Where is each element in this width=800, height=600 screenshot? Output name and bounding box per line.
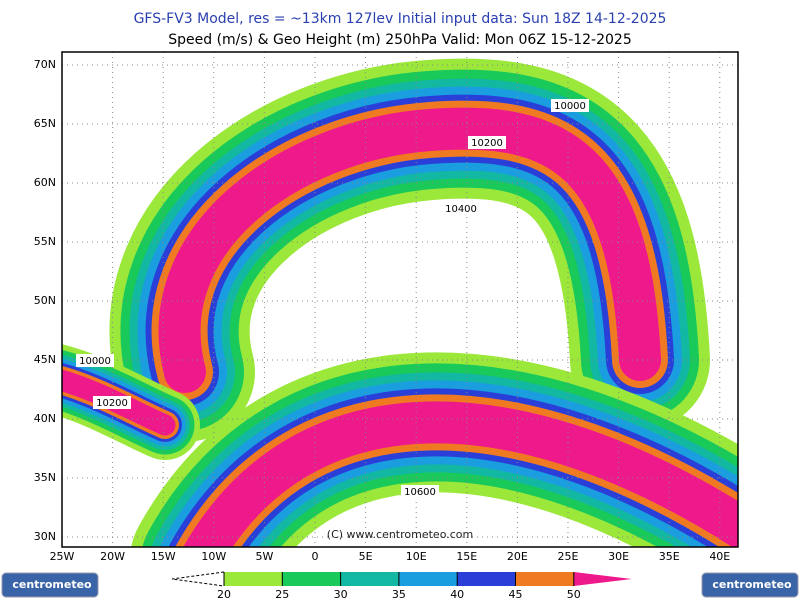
colorbar-segment — [457, 572, 516, 586]
lon-label: 5W — [255, 550, 273, 563]
colorbar-label: 25 — [275, 588, 289, 600]
logo — [701, 572, 799, 598]
lat-label: 45N — [34, 353, 56, 366]
lon-label: 0 — [312, 550, 319, 563]
colorbar: 20 25 30 35 40 45 50 — [171, 571, 632, 600]
label-box — [468, 136, 506, 149]
label-box — [442, 202, 480, 215]
contour-label: 10400 — [445, 204, 477, 215]
lon-label: 25E — [558, 550, 579, 563]
contour-label: 10000 — [554, 101, 586, 112]
contour-label: 10200 — [96, 398, 128, 409]
colorbar-label: 45 — [509, 588, 523, 600]
contour-label: 10200 — [471, 138, 503, 149]
wind-band — [158, 107, 661, 393]
lon-label: 35E — [659, 550, 680, 563]
lat-label: 40N — [34, 412, 56, 425]
lon-label: 20W — [100, 550, 125, 563]
wind-band — [183, 401, 738, 547]
lat-label: 35N — [34, 471, 56, 484]
colorbar-label: 50 — [567, 588, 581, 600]
colorbar-label: 40 — [450, 588, 464, 600]
lat-label: 50N — [34, 294, 56, 307]
lon-label: 40E — [709, 550, 730, 563]
lon-label: 20E — [507, 550, 528, 563]
lat-label: 30N — [34, 530, 56, 543]
lon-label: 5E — [359, 550, 373, 563]
logo — [1, 572, 99, 598]
lat-label: 65N — [34, 117, 56, 130]
lon-label: 15E — [456, 550, 477, 563]
lon-label: 30E — [608, 550, 629, 563]
lon-label: 10E — [406, 550, 427, 563]
colorbar-segment — [515, 572, 574, 586]
lat-label: 60N — [34, 176, 56, 189]
label-box — [76, 354, 114, 367]
title-line1: GFS-FV3 Model, res = ~13km 127lev Initia… — [134, 11, 667, 27]
logo-text: centrometeo — [712, 578, 792, 591]
wind-field — [62, 58, 738, 547]
colorbar-label: 35 — [392, 588, 406, 600]
colorbar-segment — [398, 572, 458, 586]
contour-label: 10600 — [404, 487, 436, 498]
contour-label: 10000 — [79, 356, 111, 367]
colorbar-segment — [340, 572, 399, 586]
colorbar-high — [573, 572, 632, 586]
lat-label: 55N — [34, 235, 56, 248]
colorbar-label: 20 — [217, 588, 231, 600]
logo-text: centrometeo — [12, 578, 92, 591]
lat-label: 70N — [34, 58, 56, 71]
lon-label: 15W — [151, 550, 176, 563]
contour-labels: 10000 10200 10400 10000 10200 10600 — [76, 99, 589, 498]
title-line2: Speed (m/s) & Geo Height (m) 250hPa Vali… — [168, 32, 631, 48]
label-box — [93, 396, 131, 409]
colorbar-label: 30 — [334, 588, 348, 600]
credit: (C) www.centrometeo.com — [327, 528, 473, 541]
colorbar-segment — [282, 572, 341, 586]
map-frame — [61, 51, 739, 548]
colorbar-segment — [224, 572, 283, 586]
label-box — [401, 485, 439, 498]
lon-label: 10W — [201, 550, 226, 563]
colorbar-low — [171, 571, 225, 587]
label-box — [551, 99, 589, 112]
lon-label: 25W — [50, 550, 75, 563]
